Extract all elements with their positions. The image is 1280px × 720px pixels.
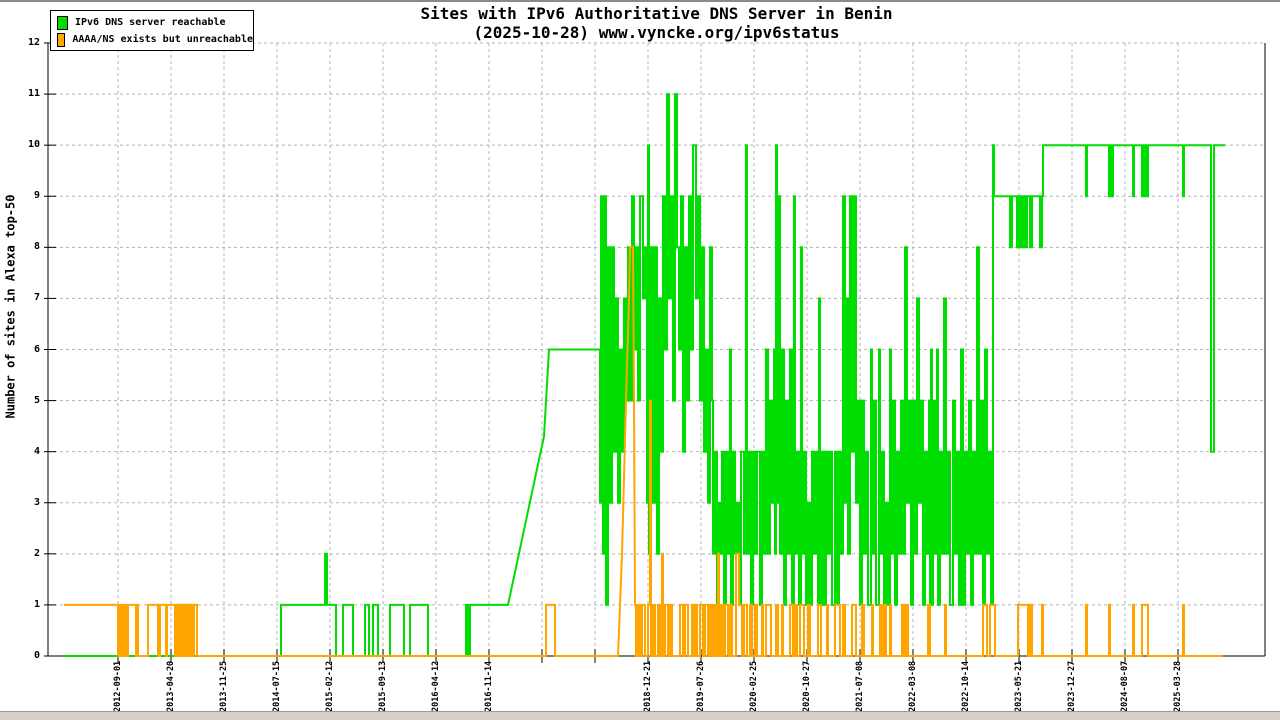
- legend-swatch-green: [57, 15, 68, 30]
- y-tick-label: 1: [33, 598, 40, 610]
- y-tick-label: 12: [27, 37, 40, 48]
- legend-swatch-orange: [57, 32, 66, 47]
- y-tick-label: 2: [33, 547, 40, 559]
- chart-subtitle: (2025-10-28) www.vyncke.org/ipv6status: [473, 23, 840, 42]
- x-tick-label: 2013-11-25: [219, 660, 229, 712]
- window-top-edge: [0, 0, 1280, 2]
- legend: IPv6 DNS server reachable AAAA/NS exists…: [50, 10, 254, 51]
- y-tick-label: 11: [27, 88, 40, 100]
- y-tick-label: 6: [33, 343, 40, 355]
- x-tick-label: 2022-03-08: [908, 660, 918, 712]
- legend-label-unreachable: AAAA/NS exists but unreachable: [72, 34, 253, 45]
- x-tick-label: 2021-07-08: [855, 660, 865, 712]
- y-tick-label: 7: [33, 292, 40, 304]
- x-tick-label: 2014-07-15: [272, 660, 282, 712]
- x-tick-label: 2019-07-26: [696, 660, 706, 712]
- series-line-unreachable: [64, 246, 1223, 657]
- x-tick-label: 2012-09-01: [113, 660, 123, 712]
- window-bottom-edge: [0, 711, 1280, 720]
- y-tick-label: 0: [33, 650, 40, 661]
- x-tick-label: 2016-11-14: [484, 660, 494, 712]
- legend-item-unreachable: AAAA/NS exists but unreachable: [57, 31, 253, 48]
- series-line-reachable: [64, 93, 1225, 657]
- x-tick-label: 2020-02-25: [749, 660, 759, 712]
- chart-title: Sites with IPv6 Authoritative DNS Server…: [420, 4, 893, 23]
- x-tick-label: 2024-08-07: [1120, 660, 1130, 712]
- y-tick-label: 10: [27, 139, 40, 151]
- x-tick-label: 2022-10-14: [961, 660, 971, 712]
- y-tick-label: 8: [33, 241, 40, 253]
- y-tick-label: 3: [33, 496, 40, 508]
- x-tick-label: 2020-10-27: [802, 660, 812, 712]
- x-tick-label: 2015-09-13: [378, 660, 388, 712]
- x-tick-label: 2023-12-27: [1067, 660, 1077, 712]
- x-tick-label: 2016-04-12: [431, 660, 441, 712]
- y-tick-label: 5: [33, 394, 40, 406]
- legend-label-reachable: IPv6 DNS server reachable: [75, 17, 226, 28]
- x-tick-label: 2013-04-20: [166, 660, 176, 712]
- x-tick-label: 2018-12-21: [643, 660, 653, 712]
- y-tick-label: 9: [33, 190, 40, 202]
- x-tick-label: 2025-03-28: [1173, 660, 1183, 712]
- y-tick-label: 4: [33, 445, 40, 457]
- x-tick-label: 2015-02-12: [325, 660, 335, 712]
- legend-item-reachable: IPv6 DNS server reachable: [57, 14, 253, 31]
- x-tick-label: 2023-05-21: [1014, 660, 1024, 712]
